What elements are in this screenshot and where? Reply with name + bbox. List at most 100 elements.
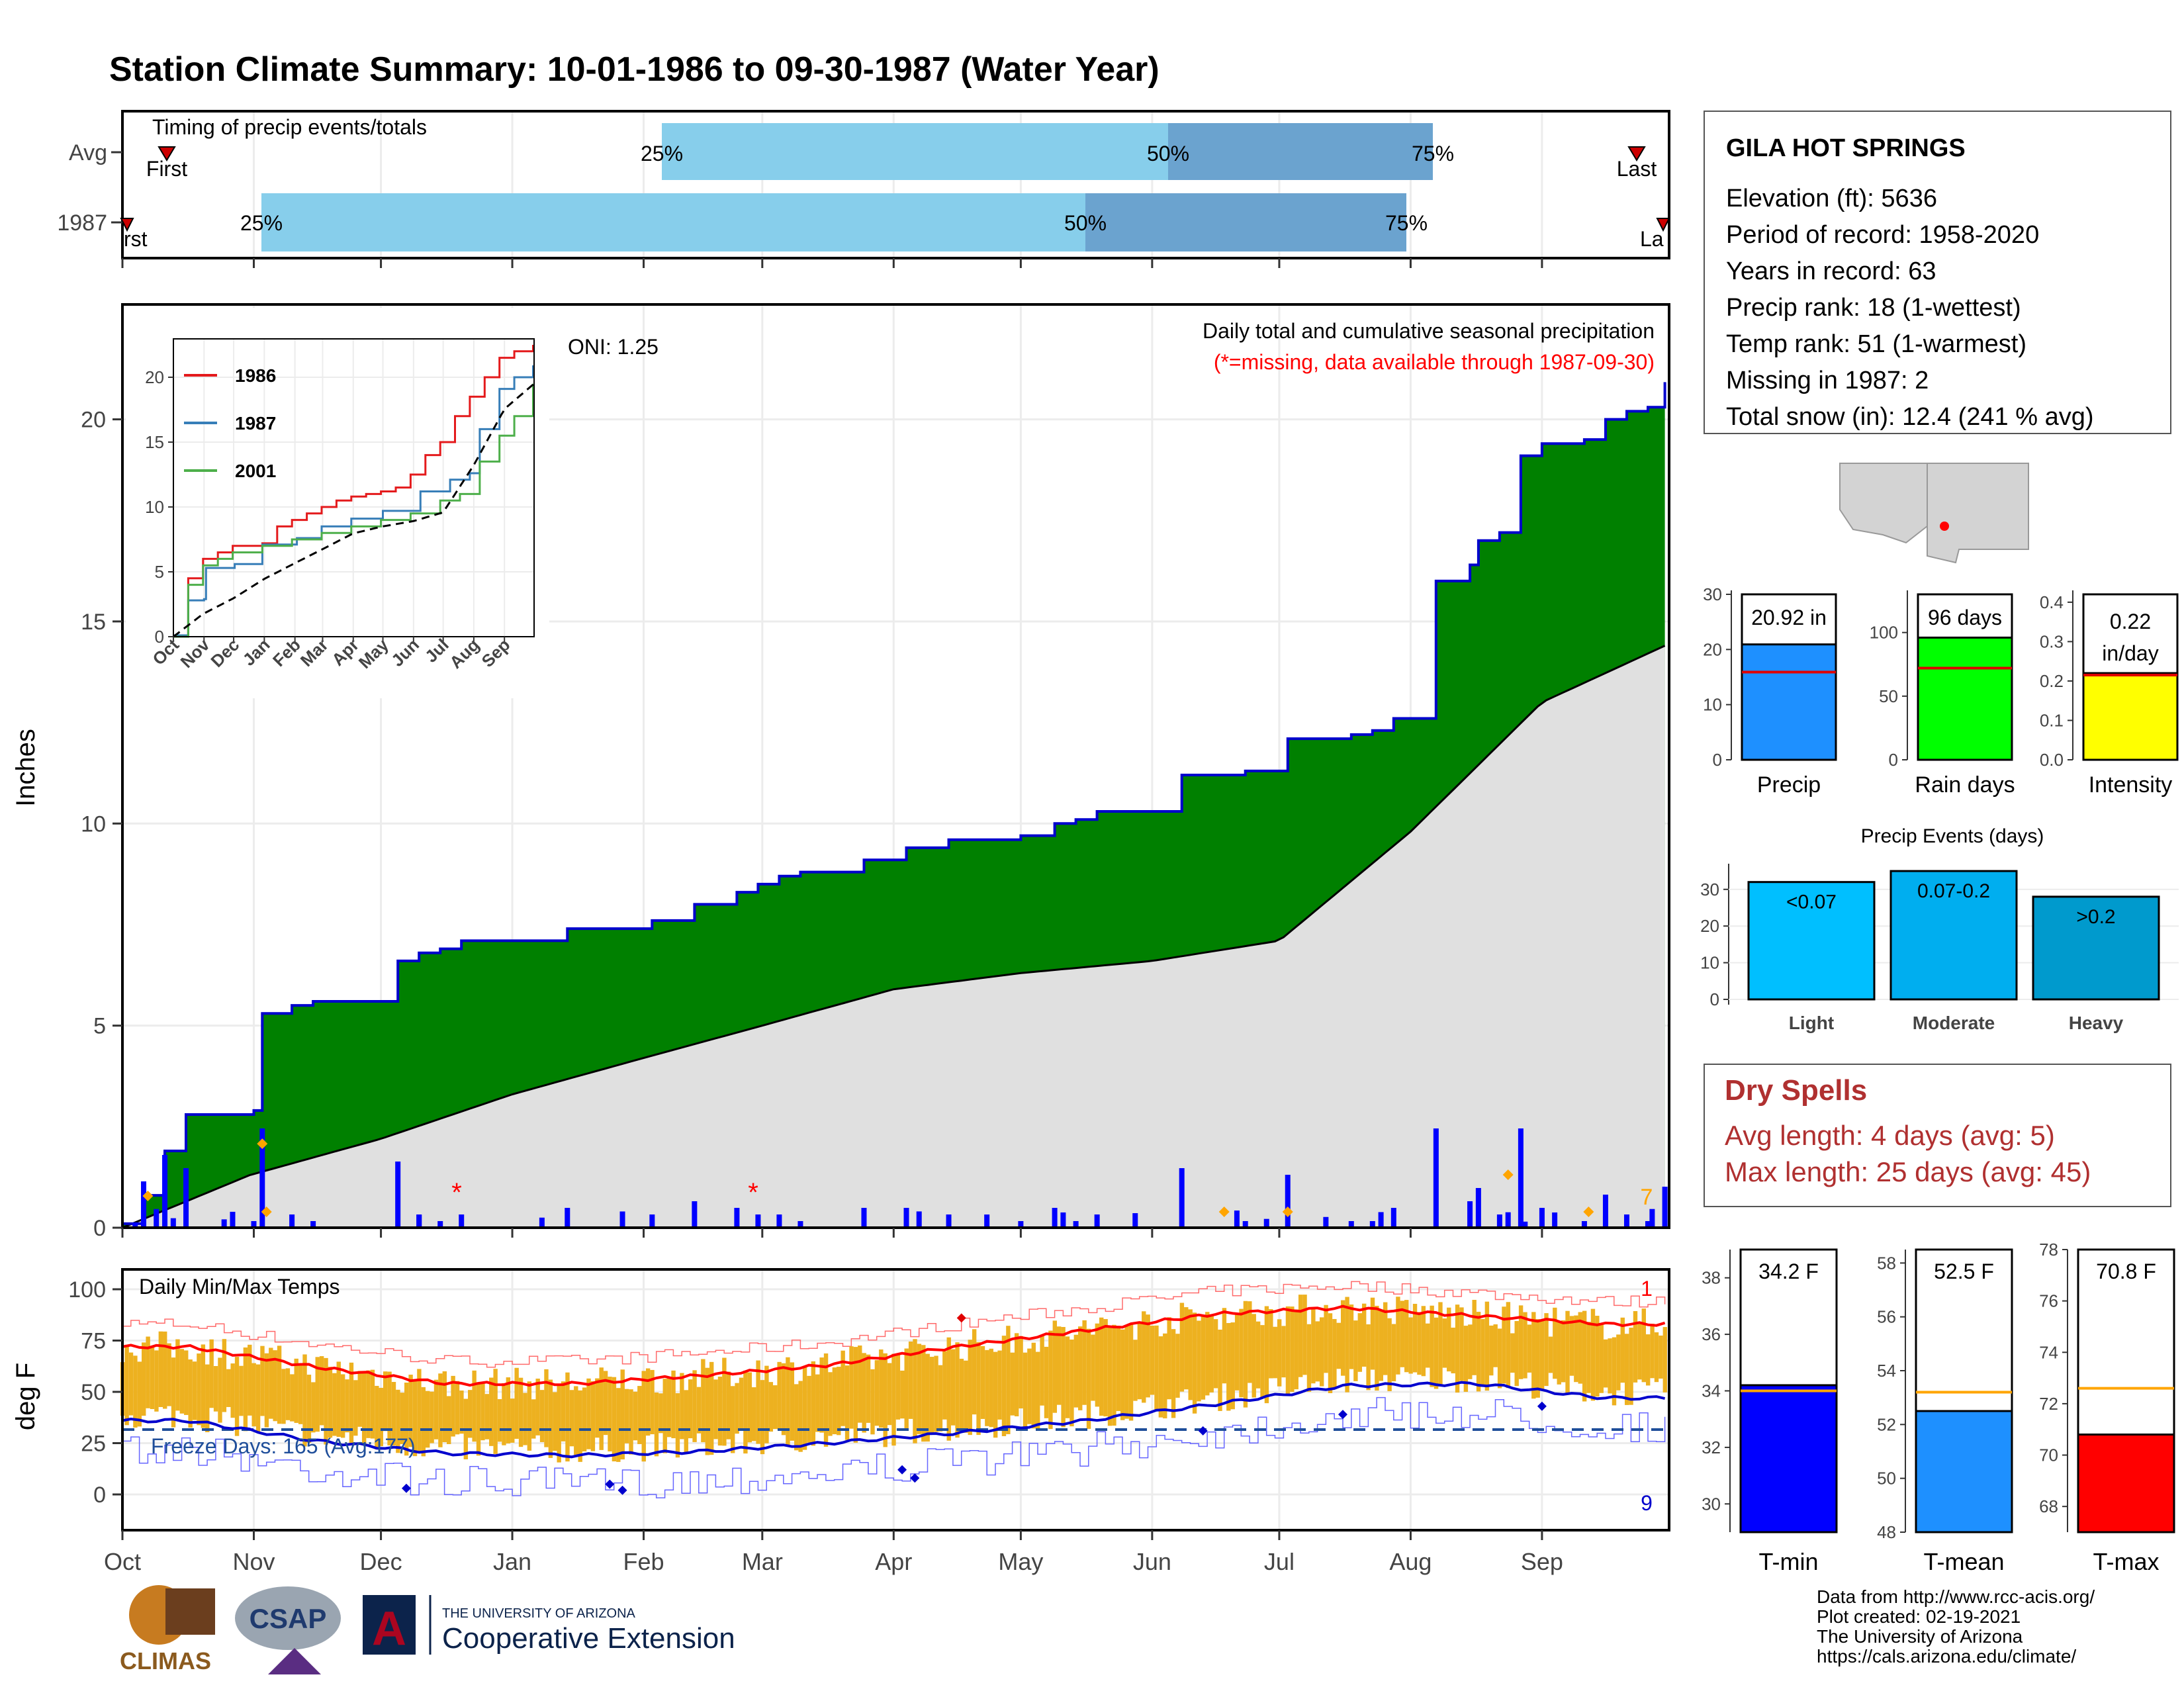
daily-temp-bar [158,1331,163,1407]
temp-summary-value-text: 34.2 F [1758,1259,1819,1283]
temp-y-tick-label: 25 [81,1432,106,1457]
daily-temp-bar [201,1344,206,1428]
daily-temp-bar [637,1386,642,1444]
daily-temp-bar [1163,1333,1167,1419]
daily-temp-bar [1264,1306,1269,1404]
daily-temp-bar [717,1377,723,1446]
daily-precip-bar [1518,1128,1524,1228]
events-bar [1747,881,1876,1001]
daily-temp-bar [1061,1326,1066,1428]
mini-bar-tick-label: 100 [1870,623,1898,643]
daily-temp-bar [1213,1319,1218,1389]
daily-temp-bar [764,1365,769,1443]
inset-y-tick-label: 20 [145,367,164,387]
mini-bar-tick-label: 0.1 [2040,710,2064,730]
daily-temp-bar [1459,1307,1464,1381]
normal-tmin-line [122,1381,1666,1459]
inset-y-tick-label: 15 [145,432,164,452]
daily-temp-bar [1599,1322,1604,1393]
daily-temp-bar [1633,1310,1638,1383]
daily-temp-bar [255,1364,261,1434]
temp-summary-value [1915,1410,2013,1533]
temp-summary-tick-label: 56 [1877,1307,1896,1327]
daily-temp-bar [192,1361,197,1420]
temp-summary-bars: 30 32 34 36 38 34.2 F T-min 48 50 52 54 56 58 52.5 F T… [1702,1240,2175,1575]
daily-temp-bar [1019,1336,1023,1409]
daily-temp-bar [985,1349,989,1426]
daily-temp-bar [1001,1336,1007,1436]
temp-summary-tick-label: 38 [1702,1268,1721,1288]
cumulative-precip-line [122,382,1666,1225]
daily-temp-bar [1306,1324,1312,1392]
temp-summary-tick-label: 36 [1702,1324,1721,1344]
dry-spells-box: Dry Spells Avg length: 4 days (avg: 5) M… [1704,1064,2171,1207]
daily-temp-bar [1294,1309,1298,1390]
daily-temp-bar [154,1350,159,1412]
daily-temp-bar [1366,1324,1371,1391]
daily-precip-bar [395,1162,401,1228]
daily-temp-bar [430,1391,434,1443]
daily-precip-bar [692,1201,698,1228]
heavy-event-marker [261,1207,272,1217]
precip-events-title: Precip Events (days) [1861,825,2044,847]
daily-temp-bar [285,1368,291,1420]
inset-y-tick-label: 0 [155,627,164,647]
daily-temp-bar [747,1372,752,1443]
daily-temp-bar [260,1346,265,1416]
daily-temp-bar [1014,1333,1019,1416]
daily-precip-bar [539,1217,545,1228]
temp-summary-label: T-mean [1923,1548,2004,1575]
daily-precip-bar [946,1214,952,1228]
daily-temp-bar [1553,1307,1557,1379]
daily-temp-bar [1099,1317,1104,1416]
daily-temp-bar [447,1396,451,1444]
precip-note-missing: (*=missing, data available through 1987-… [1214,350,1655,374]
daily-temp-bar [1175,1334,1180,1398]
daily-temp-bar [1324,1304,1328,1373]
daily-temp-bar [913,1339,917,1443]
daily-temp-bar [1362,1303,1367,1367]
daily-temp-bar [853,1347,858,1443]
daily-temp-bar [290,1374,295,1422]
daily-temp-bar [807,1375,811,1443]
heavy-event-marker [142,1191,154,1201]
timing-avg-first-marker [158,146,176,161]
events-bar-label: Heavy [2069,1013,2124,1033]
daily-temp-bar [404,1383,409,1456]
daily-temp-bar [1629,1328,1633,1405]
daily-temp-bar [1255,1321,1261,1389]
timing-1987-q2-bar [1085,193,1406,251]
daily-temp-bar [269,1348,273,1419]
daily-temp-bar [1578,1312,1582,1384]
events-bar-tag: 0.07-0.2 [1917,880,1990,902]
daily-precip-bar [1467,1201,1473,1228]
record-max-line [122,1281,1666,1368]
daily-temp-bar [1574,1315,1578,1383]
temp-y-tick-label: 100 [68,1277,106,1303]
mini-bar-tick-label: 30 [1703,584,1722,604]
daily-precip-bar [1433,1128,1439,1228]
daily-temp-bar [480,1382,485,1441]
daily-precip-bar [1496,1214,1502,1228]
daily-temp-bar [1345,1297,1349,1393]
daily-temp-bar [675,1393,680,1458]
daily-temp-bar [213,1366,218,1412]
daily-precip-bar [1242,1221,1248,1228]
daily-precip-bar [1073,1221,1079,1228]
daily-temp-bar [306,1375,312,1443]
daily-temp-bar [942,1351,947,1420]
daily-temp-bar [1548,1336,1553,1373]
mini-bar-tick-label: 20 [1703,639,1722,659]
month-tick-label: Dec [360,1548,402,1575]
missing-star-dec: * [451,1178,462,1207]
daily-precip-bar [1369,1221,1375,1228]
daily-temp-bar [1510,1333,1515,1373]
daily-temp-bar [1383,1302,1388,1375]
mini-bar-precip: 0 10 20 30 20.92 in Precip [1703,584,1837,798]
daily-temp-bar [650,1369,655,1435]
daily-temp-bar [946,1337,951,1441]
daily-temp-bar [1273,1326,1277,1379]
daily-temp-bar [340,1374,345,1438]
temp-summary-tick-label: 74 [2039,1342,2058,1362]
